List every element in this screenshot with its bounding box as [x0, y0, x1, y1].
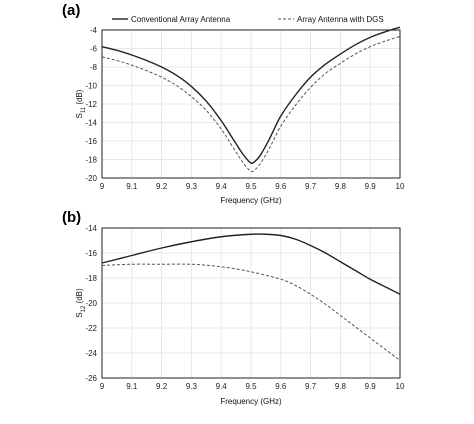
panel-a-series-dgs-line: [101, 36, 401, 173]
panel-b-label: (b): [62, 209, 81, 226]
panel-b-y-tick-label: -26: [85, 374, 97, 383]
panel-b-x-tick-label: 9.3: [186, 382, 198, 391]
panel-a-y-tick-label: -16: [85, 137, 97, 146]
panel-a-y-tick-label: -10: [85, 82, 97, 91]
panel-b-plot-frame: [101, 227, 401, 379]
panel-b: (b) -14 -16 -18 -20 -22 -24 -26 9 9.1 9.2 9.3 9.4 9…: [62, 209, 405, 406]
panel-a-x-tick-label: 9.1: [126, 182, 138, 191]
panel-a-series-conventional-line: [101, 26, 401, 165]
panel-a-y-tick-label: -8: [90, 63, 98, 72]
panel-b-x-tick-label: 9: [100, 382, 105, 391]
panel-b-x-tick-label: 9.7: [305, 382, 317, 391]
panel-a-x-tick-label: 10: [396, 182, 405, 191]
panel-a-y-tick-label: -12: [85, 100, 97, 109]
legend-label-dgs: Array Antenna with DGS: [297, 15, 384, 24]
panel-b-y-tick-label: -24: [85, 349, 97, 358]
legend-label-conventional: Conventional Array Antenna: [131, 15, 231, 24]
panel-b-x-axis-label: Frequency (GHz): [220, 397, 282, 406]
panel-b-y-tick-label: -18: [85, 274, 97, 283]
panel-a: (a) -4 -6 -8 -10 -12 -14 -16 -18 -20 9 9.1 9.2 9.3 9…: [62, 2, 405, 205]
panel-a-x-tick-label: 9.7: [305, 182, 317, 191]
panel-b-y-tick-label: -16: [85, 249, 97, 258]
panel-a-x-tick-label: 9.8: [335, 182, 347, 191]
legend: Conventional Array Antenna Array Antenna…: [112, 15, 384, 24]
panel-b-x-tick-label: 9.2: [156, 382, 168, 391]
panel-b-series-dgs-line: [101, 263, 401, 361]
panel-a-x-tick-label: 9.3: [186, 182, 198, 191]
panel-a-y-tick-label: -18: [85, 156, 97, 165]
panel-b-x-tick-label: 9.5: [245, 382, 257, 391]
panel-b-x-tick-label: 9.4: [216, 382, 228, 391]
panel-a-y-tick-label: -20: [85, 174, 97, 183]
panel-a-y-tick-label: -6: [90, 45, 98, 54]
panel-a-x-tick-label: 9.9: [365, 182, 377, 191]
panel-b-y-tick-label: -22: [85, 324, 97, 333]
panel-b-series-conventional-line: [101, 233, 401, 295]
panel-a-x-tick-label: 9.6: [275, 182, 287, 191]
panel-a-label: (a): [62, 2, 80, 19]
panel-b-x-tick-label: 10: [396, 382, 405, 391]
panel-a-y-axis-label: S11 (dB): [75, 89, 87, 118]
panel-a-x-tick-label: 9.2: [156, 182, 168, 191]
panel-a-x-tick-label: 9: [100, 182, 105, 191]
panel-a-x-tick-label: 9.5: [245, 182, 257, 191]
panel-a-x-tick-label: 9.4: [216, 182, 228, 191]
panel-b-x-tick-label: 9.1: [126, 382, 138, 391]
panel-b-y-tick-label: -14: [85, 224, 97, 233]
panel-b-x-tick-label: 9.6: [275, 382, 287, 391]
panel-b-y-axis-label: S12 (dB): [75, 288, 87, 318]
panel-a-y-tick-label: -14: [85, 119, 97, 128]
panel-b-x-tick-label: 9.9: [365, 382, 377, 391]
panel-a-plot-frame: [101, 29, 401, 179]
panel-a-y-tick-label: -4: [90, 26, 98, 35]
panel-b-y-tick-label: -20: [85, 299, 97, 308]
panel-a-x-axis-label: Frequency (GHz): [220, 196, 282, 205]
panel-b-x-tick-label: 9.8: [335, 382, 347, 391]
